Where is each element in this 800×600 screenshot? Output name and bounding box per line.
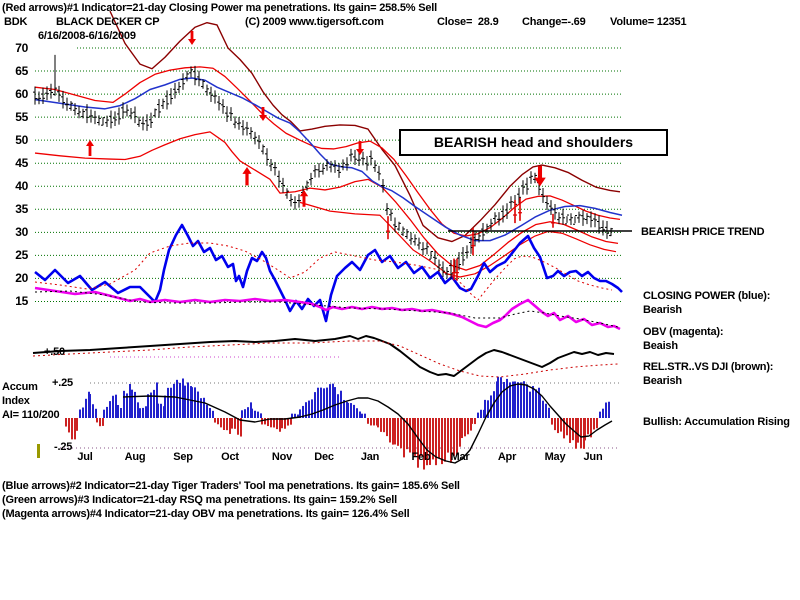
ai-ma-line bbox=[122, 383, 613, 464]
head-shoulders-annotation: BEARISH head and shoulders bbox=[399, 129, 668, 156]
price-bars bbox=[33, 54, 613, 280]
relstr-status: Bearish bbox=[643, 375, 682, 387]
month-label: Jun bbox=[583, 451, 603, 463]
closing-power-status: Bearish bbox=[643, 304, 682, 316]
volume-value: Volume= 12351 bbox=[610, 16, 687, 28]
date-range-label: 6/16/2008-6/16/2009 bbox=[38, 30, 136, 42]
indicator3-gain-label: (Green arrows)#3 Indicator=21-day RSQ ma… bbox=[2, 494, 398, 506]
relstr-label: REL.STR..VS DJI (brown): bbox=[643, 361, 774, 373]
rel-ma-dotted bbox=[32, 340, 619, 378]
accum-index-label-2: Index bbox=[2, 395, 30, 407]
plus25-label: +.25 bbox=[52, 377, 73, 389]
copyright-label: (C) 2009 www.tigersoft.com bbox=[245, 16, 384, 28]
indicator4-gain-label: (Magenta arrows)#4 Indicator=21-day OBV … bbox=[2, 508, 410, 520]
price-axis-label: 70 bbox=[15, 41, 28, 55]
price-axis-label: 65 bbox=[15, 64, 28, 79]
price-axis-label: 25 bbox=[15, 248, 28, 263]
month-label: Aug bbox=[124, 451, 146, 463]
change-value: Change=-.69 bbox=[522, 16, 586, 28]
misc-marks bbox=[37, 444, 40, 458]
obv-status: Beaish bbox=[643, 340, 678, 352]
indicator2-gain-label: (Blue arrows)#2 Indicator=21-day Tiger T… bbox=[2, 480, 460, 492]
company-name: BLACK DECKER CP bbox=[56, 16, 160, 28]
lower-band bbox=[34, 131, 619, 271]
accum-index-label-1: Accum bbox=[2, 381, 38, 393]
accum-index-label-3: AI= 110/200 bbox=[2, 409, 60, 421]
month-label: May bbox=[544, 451, 566, 463]
signal-arrows bbox=[86, 31, 546, 207]
obv-line bbox=[34, 286, 621, 331]
month-label: Apr bbox=[497, 451, 517, 463]
month-label: Mar bbox=[450, 451, 470, 463]
lower-band-2 bbox=[299, 201, 617, 278]
price-trend-label: BEARISH PRICE TREND bbox=[641, 226, 765, 238]
price-axis-label: 30 bbox=[15, 225, 28, 240]
price-axis-label: 50 bbox=[15, 133, 28, 148]
closing-power bbox=[34, 223, 623, 323]
month-label: Jul bbox=[77, 451, 93, 463]
accumulation-histogram bbox=[60, 376, 620, 470]
month-label: Nov bbox=[271, 451, 293, 463]
close-value: Close= 28.9 bbox=[437, 16, 499, 28]
month-label: Dec bbox=[314, 451, 334, 463]
price-axis-label: 35 bbox=[15, 202, 28, 217]
price-axis-label: 20 bbox=[15, 271, 28, 286]
minus25-label: -.25 bbox=[54, 441, 73, 453]
price-axis-label: 40 bbox=[15, 179, 28, 194]
rel-str-line bbox=[32, 335, 615, 377]
price-gridlines bbox=[35, 47, 622, 302]
price-axis-label: 15 bbox=[15, 294, 28, 309]
obv-ma-dotted bbox=[34, 290, 619, 328]
ticker-symbol: BDK bbox=[4, 16, 28, 28]
price-axis-label: 60 bbox=[15, 87, 28, 102]
closing-power-label: CLOSING POWER (blue): bbox=[643, 290, 771, 302]
price-axis-label: 45 bbox=[15, 156, 28, 171]
indicator1-gain-label: (Red arrows)#1 Indicator=21-day Closing … bbox=[2, 2, 437, 14]
month-label: Feb bbox=[411, 451, 431, 463]
upper-band bbox=[34, 66, 621, 237]
price-axis-label: 55 bbox=[15, 110, 28, 125]
month-label: Jan bbox=[360, 451, 380, 463]
plus50-label: +.50 bbox=[44, 346, 65, 358]
accum-note-label: Bullish: Accumulation Rising bbox=[643, 416, 790, 428]
maroon-band bbox=[109, 10, 621, 243]
month-label: Sep bbox=[173, 451, 193, 463]
obv-label: OBV (magenta): bbox=[643, 326, 724, 338]
red-marker-bars bbox=[386, 197, 555, 281]
cp-ma-dotted bbox=[34, 242, 613, 301]
month-label: Oct bbox=[221, 451, 239, 463]
